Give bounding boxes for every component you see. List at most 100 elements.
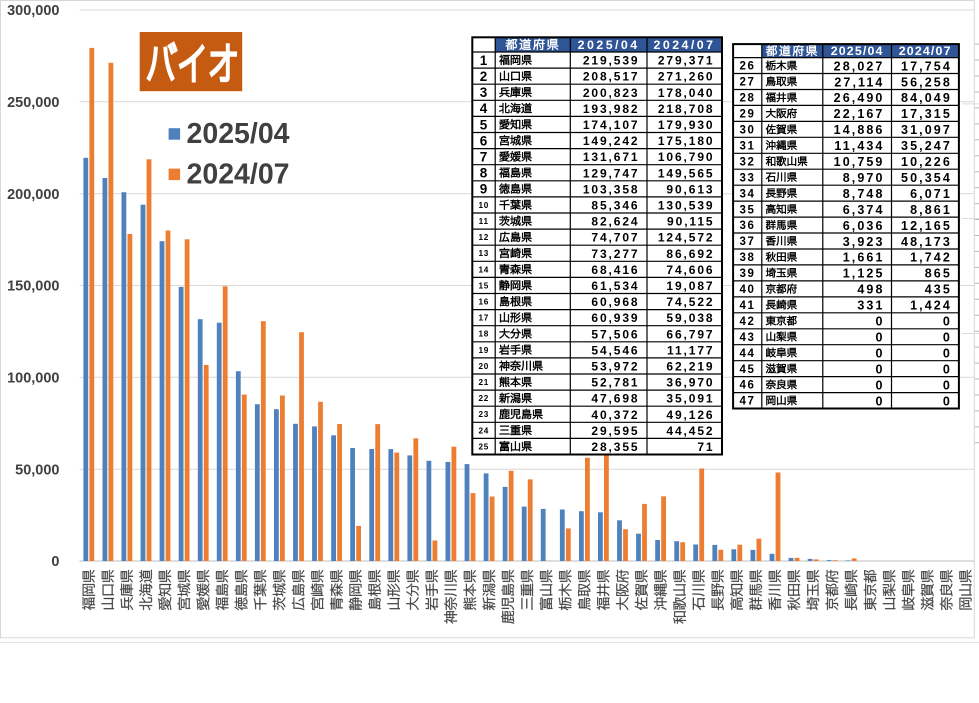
svg-text:47: 47 (740, 396, 756, 408)
svg-text:250,000: 250,000 (7, 95, 59, 111)
svg-text:56,258: 56,258 (901, 75, 952, 89)
svg-text:50,354: 50,354 (901, 171, 952, 185)
svg-text:6,374: 6,374 (843, 203, 885, 217)
svg-text:17: 17 (478, 314, 489, 323)
svg-text:279,371: 279,371 (658, 54, 715, 68)
svg-text:17,754: 17,754 (901, 59, 952, 73)
svg-text:10: 10 (478, 201, 489, 210)
svg-text:0: 0 (943, 331, 952, 345)
svg-text:130,539: 130,539 (658, 199, 715, 213)
svg-text:2024/07: 2024/07 (187, 158, 290, 190)
svg-text:12,165: 12,165 (901, 219, 952, 233)
svg-text:331: 331 (857, 299, 884, 313)
svg-text:23: 23 (478, 410, 489, 419)
svg-text:200,823: 200,823 (583, 86, 640, 100)
svg-text:34: 34 (740, 188, 756, 200)
svg-text:35: 35 (740, 204, 756, 216)
svg-text:38: 38 (740, 252, 756, 264)
svg-text:5: 5 (480, 117, 488, 132)
svg-text:28,027: 28,027 (834, 59, 885, 73)
svg-text:3,923: 3,923 (843, 235, 885, 249)
svg-text:27,114: 27,114 (834, 75, 884, 89)
svg-text:57,506: 57,506 (591, 327, 639, 341)
svg-text:174,107: 174,107 (583, 118, 640, 132)
svg-text:149,565: 149,565 (658, 166, 715, 180)
svg-text:200,000: 200,000 (7, 187, 59, 203)
svg-text:32: 32 (740, 156, 756, 168)
svg-text:149,242: 149,242 (583, 134, 640, 148)
svg-text:31,097: 31,097 (901, 123, 952, 137)
svg-text:0: 0 (875, 346, 884, 360)
svg-text:35,247: 35,247 (901, 139, 952, 153)
svg-text:29,595: 29,595 (591, 424, 639, 438)
svg-text:8,748: 8,748 (843, 187, 885, 201)
svg-text:124,572: 124,572 (658, 231, 715, 245)
svg-text:14,886: 14,886 (834, 123, 885, 137)
svg-text:1,424: 1,424 (910, 299, 952, 313)
svg-text:48,173: 48,173 (901, 235, 952, 249)
svg-text:8,970: 8,970 (843, 171, 885, 185)
svg-text:86,692: 86,692 (666, 247, 714, 261)
svg-text:66,797: 66,797 (666, 327, 714, 341)
svg-text:68,416: 68,416 (591, 263, 639, 277)
svg-text:0: 0 (943, 394, 952, 408)
svg-text:26,490: 26,490 (834, 91, 885, 105)
svg-text:33: 33 (740, 172, 756, 184)
svg-text:0: 0 (875, 394, 884, 408)
svg-text:2025/04: 2025/04 (578, 38, 640, 52)
svg-text:8: 8 (480, 166, 488, 181)
svg-text:865: 865 (925, 267, 952, 281)
svg-text:219,539: 219,539 (583, 54, 640, 68)
svg-text:59,038: 59,038 (666, 311, 714, 325)
svg-text:2: 2 (480, 69, 488, 84)
svg-text:300,000: 300,000 (7, 3, 59, 19)
svg-text:1: 1 (480, 53, 488, 68)
svg-text:49,126: 49,126 (666, 408, 714, 422)
svg-text:40,372: 40,372 (591, 408, 639, 422)
svg-text:0: 0 (943, 346, 952, 360)
svg-text:103,358: 103,358 (583, 182, 640, 196)
svg-text:178,040: 178,040 (658, 86, 715, 100)
svg-text:40: 40 (740, 284, 756, 296)
svg-text:2024/07: 2024/07 (654, 38, 716, 52)
svg-text:14: 14 (478, 265, 489, 274)
svg-text:62,219: 62,219 (666, 360, 714, 374)
svg-text:6,036: 6,036 (843, 219, 885, 233)
svg-text:6: 6 (480, 133, 488, 148)
svg-text:271,260: 271,260 (658, 70, 715, 84)
svg-text:36: 36 (740, 220, 756, 232)
svg-text:9: 9 (480, 182, 488, 197)
svg-text:74,707: 74,707 (591, 231, 639, 245)
svg-text:85,346: 85,346 (591, 199, 639, 213)
svg-text:90,115: 90,115 (667, 215, 714, 229)
svg-text:45: 45 (740, 364, 756, 376)
svg-text:8,861: 8,861 (910, 203, 952, 217)
svg-text:43: 43 (740, 332, 756, 344)
svg-text:39: 39 (740, 268, 756, 280)
svg-text:218,708: 218,708 (658, 102, 715, 116)
svg-text:0: 0 (943, 315, 952, 329)
svg-text:17,315: 17,315 (901, 107, 952, 121)
svg-text:42: 42 (740, 316, 756, 328)
svg-text:11,177: 11,177 (667, 343, 714, 357)
svg-text:0: 0 (875, 378, 884, 392)
svg-text:41: 41 (740, 300, 756, 312)
svg-text:22: 22 (478, 394, 489, 403)
svg-text:82,624: 82,624 (591, 215, 639, 229)
svg-text:11: 11 (479, 217, 489, 226)
svg-text:7: 7 (480, 150, 488, 165)
svg-text:20: 20 (478, 362, 489, 371)
svg-text:15: 15 (478, 281, 489, 290)
svg-text:35,091: 35,091 (666, 392, 714, 406)
svg-text:18: 18 (478, 330, 489, 339)
svg-text:0: 0 (943, 362, 952, 376)
svg-text:10,759: 10,759 (834, 155, 885, 169)
svg-text:37: 37 (740, 236, 756, 248)
svg-text:22,167: 22,167 (834, 107, 885, 121)
svg-text:1,661: 1,661 (843, 251, 885, 265)
svg-text:6,071: 6,071 (910, 187, 952, 201)
svg-text:3: 3 (480, 85, 488, 100)
svg-text:84,049: 84,049 (901, 91, 952, 105)
svg-text:28: 28 (740, 93, 756, 105)
svg-text:19,087: 19,087 (666, 279, 714, 293)
